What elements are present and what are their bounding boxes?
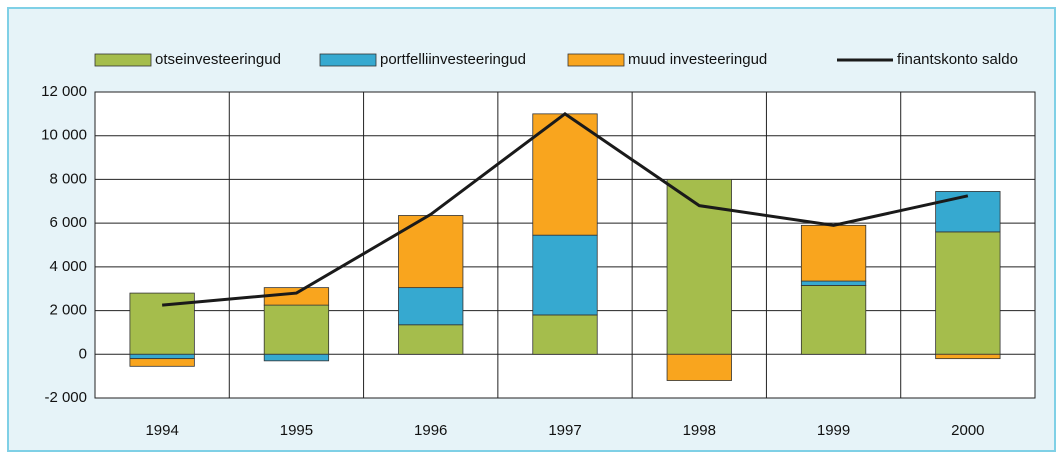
x-tick-label: 2000 [951,422,984,439]
legend-label: finantskonto saldo [897,51,1018,68]
x-tick-label: 1998 [683,422,716,439]
bar [532,314,598,355]
bar [935,191,1001,233]
legend-swatch [567,53,625,67]
legend-swatch [319,53,377,67]
y-tick-label: 2 000 [49,302,87,319]
bar [398,324,464,355]
bar [800,280,867,286]
x-tick-label: 1997 [548,422,581,439]
bar [800,285,867,355]
bar [935,231,1001,355]
legend-label: otseinvesteeringud [155,51,281,68]
bar [398,287,464,326]
x-tick-label: 1999 [817,422,850,439]
legend-label: portfelliinvesteeringud [380,51,526,68]
bar [800,224,867,282]
y-tick-label: 10 000 [41,127,87,144]
x-tick-label: 1995 [280,422,313,439]
bar [129,353,195,360]
y-tick-label: 4 000 [49,258,87,275]
x-tick-label: 1994 [145,422,178,439]
y-tick-label: 0 [79,345,87,362]
bar [935,353,1001,360]
y-tick-label: 8 000 [49,170,87,187]
bar [263,304,330,355]
bar [666,353,732,381]
legend-swatch [94,53,152,67]
legend-label: muud investeeringud [628,51,767,68]
bar [129,358,195,367]
y-tick-label: 6 000 [49,214,87,231]
bar [532,234,598,316]
y-tick-label: 12 000 [41,83,87,100]
bar [263,353,330,362]
y-tick-label: -2 000 [44,389,87,406]
line [162,112,969,307]
bar [532,113,598,236]
x-tick-label: 1996 [414,422,447,439]
